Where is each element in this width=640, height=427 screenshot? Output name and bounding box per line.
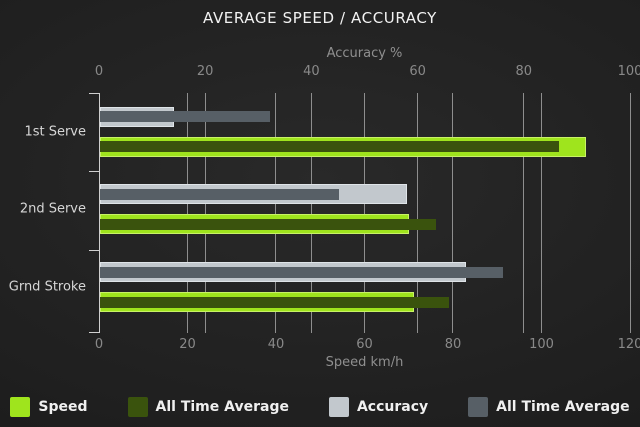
accuracy-bar-row — [100, 184, 630, 205]
speed-bar-row — [100, 214, 630, 235]
y-axis-tick — [89, 171, 99, 172]
gridline — [186, 93, 188, 333]
legend-item-all-time-average[interactable]: All Time Average — [127, 397, 289, 417]
gridline — [541, 93, 542, 333]
legend-label: All Time Average — [496, 399, 630, 415]
legend-label: Speed — [38, 399, 88, 415]
gridline — [523, 93, 525, 333]
bottom-axis-label: Speed km/h — [325, 355, 404, 370]
accuracy-bar-row — [100, 262, 630, 283]
top-axis-tick-row: 0 20 40 60 80 100 — [95, 64, 640, 80]
bottom-axis-tick-label: 20 — [179, 337, 196, 352]
gridline — [204, 93, 206, 333]
bar-speed-all-time-average — [100, 218, 436, 230]
bottom-axis-tick-label: 60 — [356, 337, 373, 352]
top-axis-tick-label: 80 — [515, 64, 533, 79]
gridline — [310, 93, 312, 333]
chart-title: AVERAGE SPEED / ACCURACY — [203, 9, 437, 27]
top-axis-tick-label: 0 — [94, 64, 104, 79]
legend-swatch — [328, 397, 349, 417]
plot-area: 1st Serve 2nd Serve Grnd Stroke — [9, 93, 631, 333]
speed-bar-row — [100, 292, 630, 313]
legend-item-all-time-average[interactable]: All Time Average — [468, 397, 630, 417]
top-axis-tick-label: 20 — [196, 64, 214, 79]
y-axis-tick — [89, 332, 99, 333]
bottom-axis-tick-label: 80 — [444, 337, 462, 352]
bottom-axis-tick-label: 120 — [617, 337, 640, 352]
legend-swatch — [10, 397, 31, 417]
gridline — [275, 93, 277, 333]
top-axis-tick-label: 40 — [303, 64, 320, 79]
y-axis-tick — [89, 250, 99, 251]
gridline — [364, 93, 365, 333]
chart-legend: Speed All Time Average Accuracy All Time Av… — [0, 395, 640, 419]
legend-swatch — [127, 397, 148, 417]
legend-label: Accuracy — [356, 399, 429, 415]
category-label: Grnd Stroke — [8, 279, 86, 295]
top-axis-tick-label: 100 — [617, 64, 640, 79]
bar-accuracy-all-time-average — [100, 266, 503, 278]
bar-accuracy-all-time-average — [100, 188, 339, 200]
bottom-axis-tick-label: 40 — [267, 337, 285, 352]
legend-item-speed[interactable]: Speed — [10, 397, 88, 417]
top-axis-tick-label: 60 — [409, 64, 426, 79]
top-axis-label: Accuracy % — [326, 46, 403, 61]
bottom-axis-tick-label: 100 — [529, 337, 554, 352]
legend-swatch — [468, 397, 489, 417]
legend-label: All Time Average — [155, 399, 289, 415]
y-axis-line — [99, 93, 100, 333]
bottom-axis-tick-label: 0 — [94, 337, 104, 352]
category-label: 1st Serve — [24, 124, 86, 140]
legend-item-accuracy[interactable]: Accuracy — [328, 397, 429, 417]
gridline — [452, 93, 454, 333]
bar-speed-all-time-average — [100, 296, 449, 308]
accuracy-bar-row — [100, 106, 630, 127]
bar-speed-all-time-average — [100, 141, 560, 153]
y-axis-tick — [89, 93, 99, 94]
speed-bar-row — [100, 136, 630, 157]
bottom-axis-tick-row: 0 20 40 60 80 100 120 — [95, 337, 640, 353]
bar-accuracy-all-time-average — [100, 111, 270, 123]
gridline — [417, 93, 419, 333]
category-label: 2nd Serve — [19, 201, 86, 217]
gridline — [629, 93, 631, 333]
